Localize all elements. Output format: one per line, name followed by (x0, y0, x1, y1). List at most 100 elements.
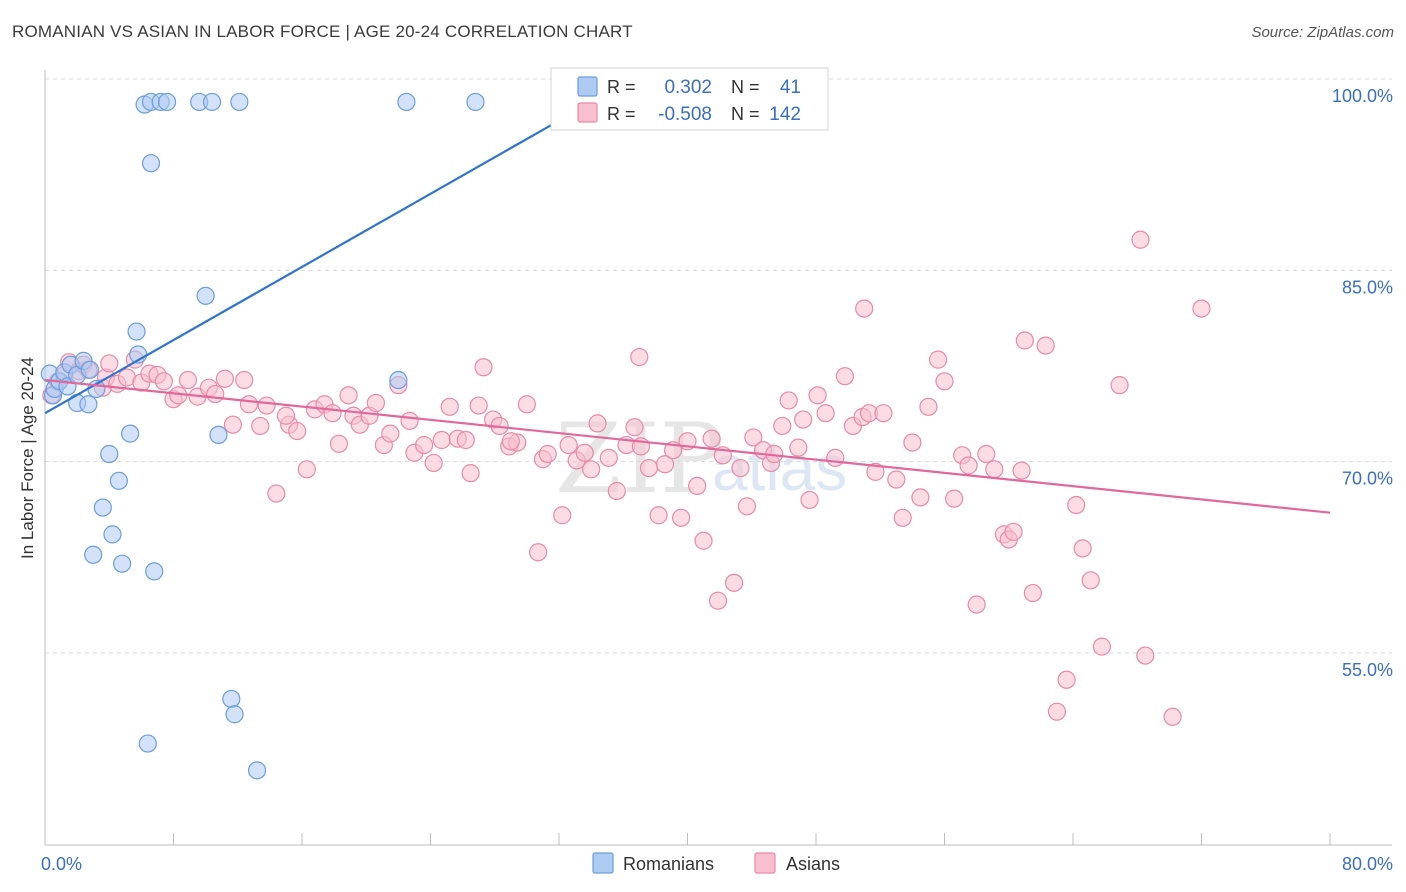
asian-point (835, 367, 855, 386)
bottom-legend: Romanians Asians (592, 852, 840, 874)
legend-romanians-n-label: N = (731, 77, 760, 97)
asian-point (773, 416, 792, 436)
asian-point (789, 438, 808, 457)
asian-point (911, 488, 930, 507)
asian-point (1092, 637, 1112, 656)
bottom-legend-asians: Asians (786, 854, 840, 874)
asian-point (223, 415, 243, 434)
romanian-point (93, 498, 112, 517)
romanian-point (141, 154, 161, 173)
romanian-point (209, 425, 228, 444)
romanian-point (145, 562, 164, 581)
y-axis-title: In Labor Force | Age 20-24 (18, 357, 37, 559)
asian-point (731, 458, 750, 478)
asian-point (919, 397, 938, 416)
asian-point (688, 476, 707, 496)
asian-point (339, 386, 358, 405)
asian-point (381, 424, 400, 443)
asians-points (42, 230, 1211, 726)
asian-point (329, 434, 349, 453)
bottom-legend-romanians: Romanians (623, 854, 714, 874)
asian-point (251, 416, 270, 436)
asian-point (708, 591, 728, 610)
asian-point (100, 354, 119, 373)
legend-swatch-romanians (577, 76, 598, 97)
asian-point (893, 508, 912, 527)
asian-point (1131, 230, 1150, 249)
asian-point (1015, 331, 1034, 350)
asian-point (538, 444, 557, 464)
asian-point (1136, 646, 1155, 665)
romanian-point (109, 471, 128, 490)
asian-point (178, 370, 198, 390)
asian-point (239, 395, 259, 414)
legend-asians-n-value: 142 (769, 104, 801, 125)
asian-point (655, 455, 675, 474)
asian-point (517, 395, 536, 414)
asian-point (1073, 539, 1092, 558)
asian-point (967, 595, 986, 614)
bottom-legend-swatch-romanians (592, 852, 614, 874)
asian-point (985, 460, 1004, 479)
asian-point (461, 464, 480, 483)
romanian-point (127, 322, 146, 341)
asian-point (737, 497, 757, 516)
asian-point (800, 490, 819, 510)
asian-point (559, 435, 578, 455)
asian-point (1192, 299, 1211, 318)
asian-point (276, 406, 296, 425)
asian-point (1012, 461, 1031, 480)
asian-point (1081, 571, 1100, 590)
romanian-point (202, 92, 222, 112)
romanian-point (157, 92, 177, 112)
romanian-point (138, 734, 157, 753)
asian-point (599, 448, 618, 467)
axes: 0.0% 80.0% (41, 70, 1393, 874)
asian-point (323, 404, 342, 423)
source-label: Source: ZipAtlas.com (1251, 24, 1394, 41)
legend: R = 0.302 N = 41 R = -0.508 N = 142 (550, 67, 829, 131)
legend-romanians-r-label: R = (607, 77, 636, 97)
asian-point (928, 350, 948, 369)
asian-point (977, 444, 996, 464)
legend-swatch-asians (577, 102, 598, 123)
asian-point (1067, 495, 1086, 515)
asian-point (694, 531, 713, 550)
asian-point (671, 508, 691, 527)
asian-point (257, 396, 276, 415)
legend-asians-n-label: N = (731, 104, 760, 124)
asian-point (855, 299, 874, 318)
y-tick-label: 70.0% (1342, 469, 1393, 489)
romanians-trend-line (44, 83, 624, 415)
asian-point (154, 372, 173, 391)
asian-point (779, 391, 798, 410)
asian-point (215, 369, 234, 388)
x-tick-label-max: 80.0% (1342, 854, 1393, 874)
trend-lines (44, 83, 1331, 514)
asian-point (1110, 376, 1129, 395)
asian-point (866, 462, 885, 481)
romanian-point (121, 424, 140, 443)
romanian-point (247, 761, 267, 780)
romanian-point (112, 554, 132, 573)
romanian-point (397, 92, 416, 112)
legend-asians-r-label: R = (607, 104, 636, 124)
romanians-points (40, 91, 625, 780)
asian-point (456, 430, 475, 450)
asian-point (1023, 583, 1042, 603)
asian-point (649, 506, 668, 525)
y-tick-label: 85.0% (1342, 277, 1393, 297)
asian-point (724, 573, 744, 592)
asian-point (945, 489, 964, 508)
asian-point (1004, 522, 1023, 541)
asian-point (529, 543, 548, 562)
asian-point (206, 384, 225, 404)
asian-point (582, 460, 601, 479)
asian-point (744, 428, 763, 447)
asian-point (702, 429, 721, 448)
asian-point (808, 386, 827, 405)
romanian-point (222, 689, 241, 709)
asian-point (288, 421, 307, 441)
romanian-point (196, 286, 215, 305)
